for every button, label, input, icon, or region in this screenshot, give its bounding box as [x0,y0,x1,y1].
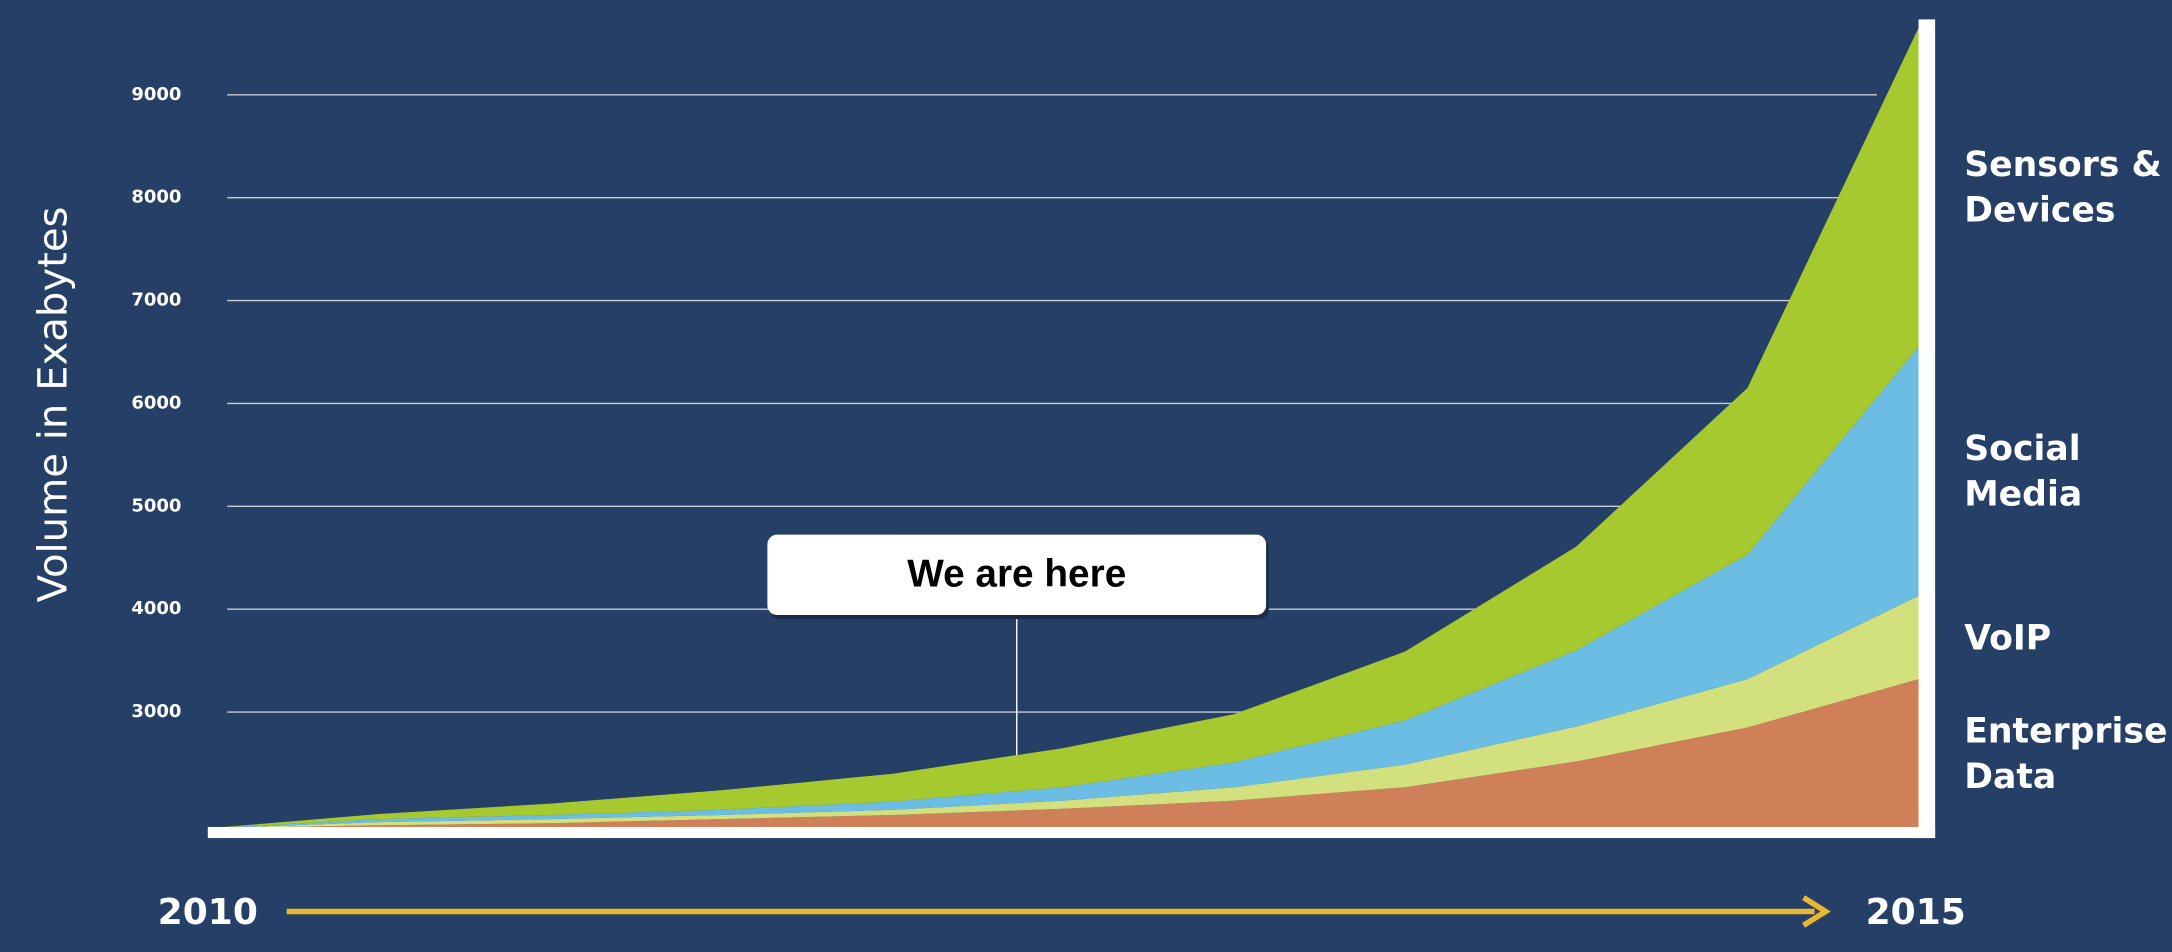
annotation-text: We are here [907,552,1126,595]
right-axis-line [1918,19,1936,839]
x-tick-label: 2010 [158,892,258,933]
area [207,346,1919,829]
area [207,27,1919,829]
y-tick-label: 4000 [131,598,181,619]
y-tick-label: 9000 [131,84,181,105]
legend-label: Social Media [1964,428,2083,515]
area [207,679,1919,829]
x-axis-line [207,826,1936,839]
y-tick-label: 5000 [131,495,181,516]
legend-label: Sensors & Devices [1964,144,2162,231]
y-tick-label: 6000 [131,392,181,413]
time-arrow-head [1802,895,1831,928]
y-axis-title: Volume in Exabytes [30,207,76,603]
legend-label: Enterprise Data [1964,710,2168,797]
y-tick-label: 3000 [131,701,181,722]
annotation-box [767,534,1267,616]
y-tick-label: 8000 [131,187,181,208]
area [207,595,1919,829]
x-tick-label: 2015 [1866,892,1966,933]
y-tick-label: 7000 [131,290,181,311]
legend-label: VoIP [1964,617,2052,658]
